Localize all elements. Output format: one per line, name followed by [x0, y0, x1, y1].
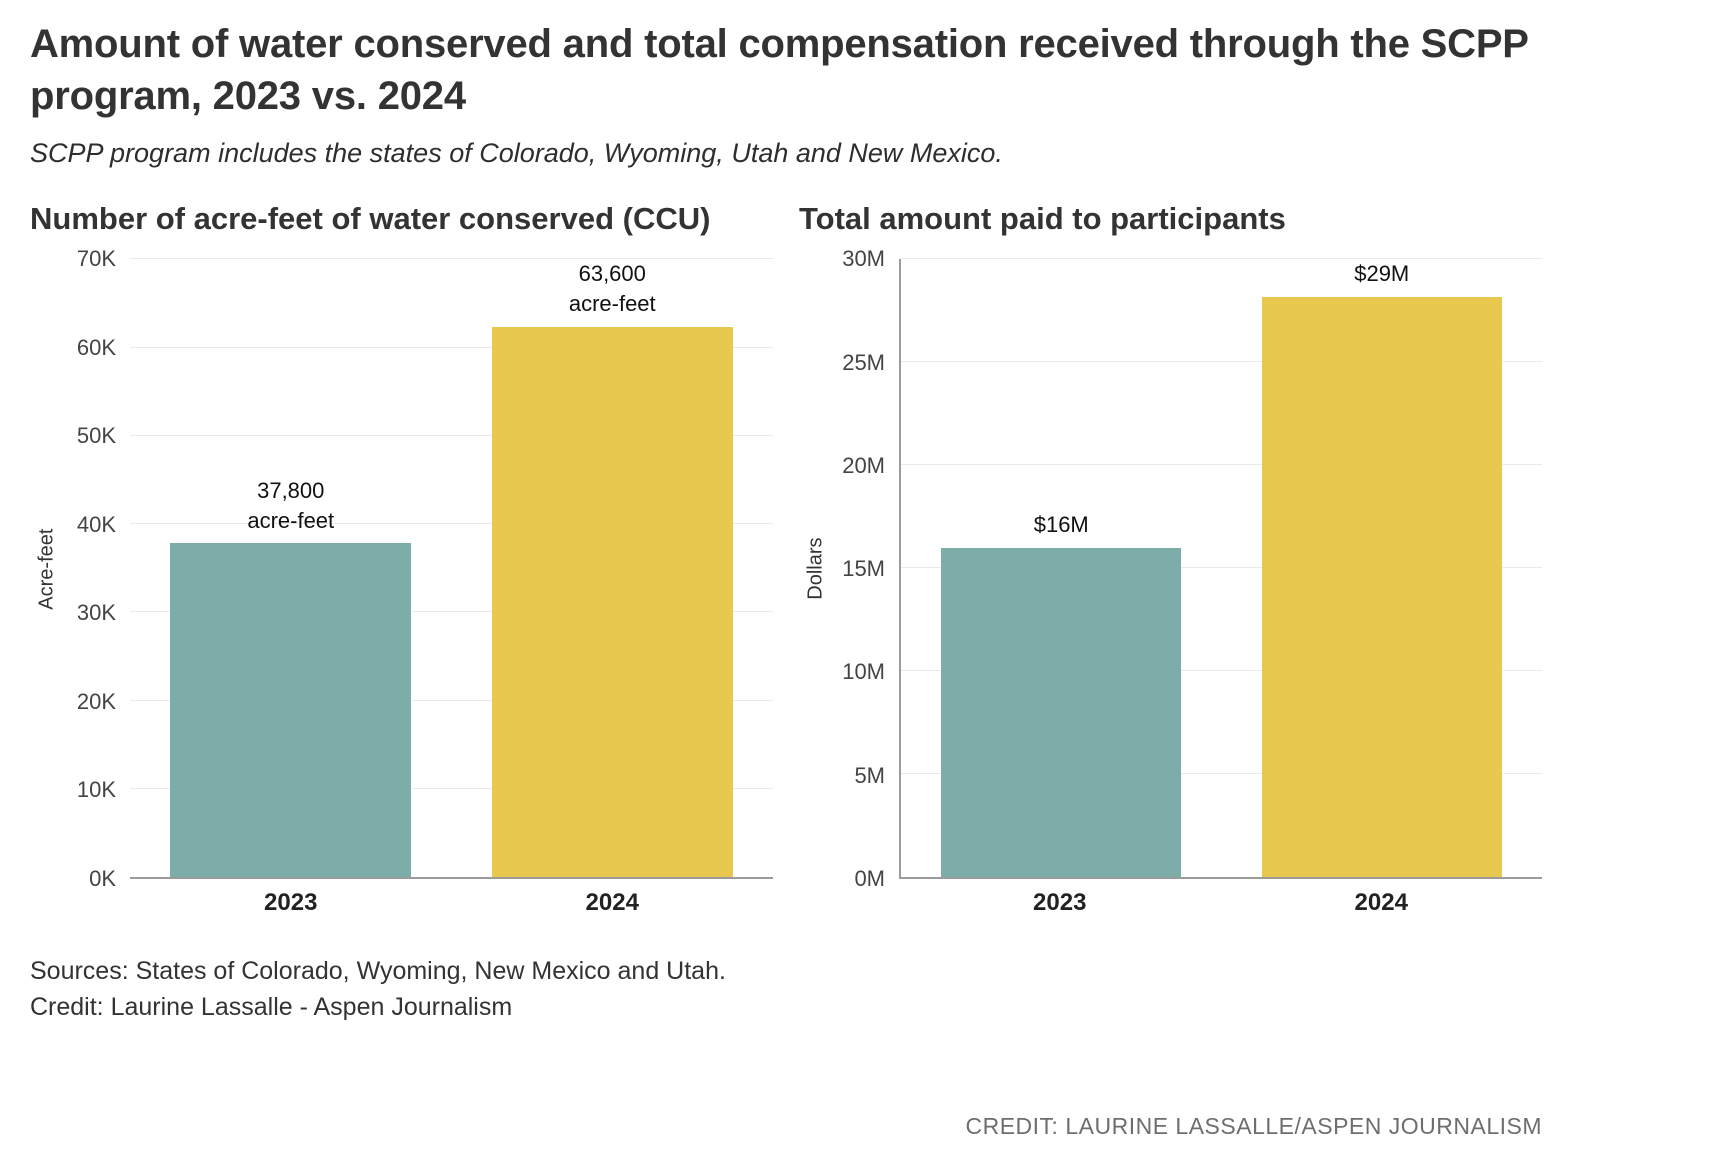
gridline — [130, 258, 773, 260]
page-subtitle: SCPP program includes the states of Colo… — [30, 138, 1003, 168]
bar-2023 — [941, 547, 1182, 877]
x-axis-label-2024: 2024 — [1354, 889, 1408, 916]
x-axis-label-2023: 2023 — [1033, 889, 1087, 916]
y-tick-label: 0M — [854, 866, 885, 891]
bar-column-2023: $16M — [901, 259, 1222, 877]
bar-2024 — [491, 326, 733, 877]
x-axis-labels: 2023 2024 — [799, 889, 1542, 917]
y-tick-label: 30M — [842, 246, 885, 272]
y-tick-label: 60K — [76, 334, 116, 360]
gridline — [130, 434, 773, 436]
gridline — [901, 567, 1542, 569]
charts-row: Number of acre-feet of water conserved (… — [30, 199, 1542, 917]
bar-2024 — [1261, 296, 1502, 877]
bar-column-2024: $29M — [1222, 259, 1543, 877]
y-tick-label: 0K — [89, 866, 116, 891]
y-tick-label: 10M — [842, 659, 885, 685]
x-axis-labels: 2023 2024 — [30, 889, 773, 917]
y-axis-title: Dollars — [804, 538, 827, 601]
plot-row: Acre-feet 0K 10K 20K 30K 40K 50K 60K 70K 37,800… — [30, 248, 773, 890]
chart-title: Total amount paid to participants — [799, 201, 1286, 236]
y-tick-label: 10K — [76, 777, 116, 803]
y-tick-label: 50K — [76, 423, 116, 449]
gridline — [901, 773, 1542, 775]
y-tick-label: 30K — [76, 600, 116, 626]
chart-panel-water-conserved: Number of acre-feet of water conserved (… — [30, 199, 773, 917]
bars: $16M $29M — [901, 259, 1542, 877]
bar-value-label: $29M — [1354, 261, 1410, 287]
credit-line: Credit: Laurine Lassalle - Aspen Journal… — [30, 993, 513, 1022]
gridline — [130, 523, 773, 525]
content: Amount of water conserved and total comp… — [30, 18, 1542, 1026]
bar-column-2023: 37,800 acre-feet — [130, 259, 452, 877]
bar-value-label: $16M — [1033, 511, 1089, 537]
gridline — [130, 787, 773, 789]
bottom-credit: CREDIT: LAURINE LASSALLE/ASPEN JOURNALIS… — [965, 1113, 1542, 1139]
bar-column-2024: 63,600 acre-feet — [452, 259, 774, 877]
y-tick-label: 20M — [842, 452, 885, 478]
y-tick-label: 20K — [76, 688, 116, 714]
y-tick-label: 40K — [76, 511, 116, 537]
plot-row: Dollars 0M 5M 10M 15M 20M 25M 30M $16M $29M — [799, 248, 1542, 890]
y-axis-ticks: 0M 5M 10M 15M 20M 25M 30M — [833, 248, 899, 890]
bar-2023 — [170, 543, 412, 877]
y-axis-title: Acre-feet — [35, 528, 58, 610]
footer-notes: Sources: States of Colorado, Wyoming, Ne… — [30, 953, 1542, 1026]
gridline — [901, 670, 1542, 672]
x-axis-label-2023: 2023 — [264, 889, 318, 916]
x-axis-label-2024: 2024 — [585, 889, 639, 916]
page-title: Amount of water conserved and total comp… — [30, 22, 1529, 118]
plot-area: $16M $29M — [899, 258, 1542, 879]
y-tick-label: 70K — [76, 246, 116, 272]
y-tick-label: 15M — [842, 556, 885, 582]
sources-line: Sources: States of Colorado, Wyoming, Ne… — [30, 957, 726, 985]
chart-panel-amount-paid: Total amount paid to participants Dollar… — [799, 199, 1542, 917]
y-tick-label: 25M — [842, 349, 885, 375]
gridline — [901, 464, 1542, 466]
chart-title: Number of acre-feet of water conserved (… — [30, 201, 711, 236]
gridline — [130, 611, 773, 613]
bars: 37,800 acre-feet 63,600 acre-feet — [130, 259, 773, 877]
y-axis-ticks: 0K 10K 20K 30K 40K 50K 60K 70K — [64, 248, 130, 890]
bar-value-label: 37,800 acre-feet — [247, 478, 335, 533]
plot-area: 37,800 acre-feet 63,600 acre-feet — [130, 258, 773, 879]
bar-value-label: 63,600 acre-feet — [568, 261, 656, 316]
gridline — [901, 258, 1542, 260]
gridline — [130, 699, 773, 701]
y-tick-label: 5M — [854, 762, 885, 788]
gridline — [901, 361, 1542, 363]
gridline — [130, 346, 773, 348]
